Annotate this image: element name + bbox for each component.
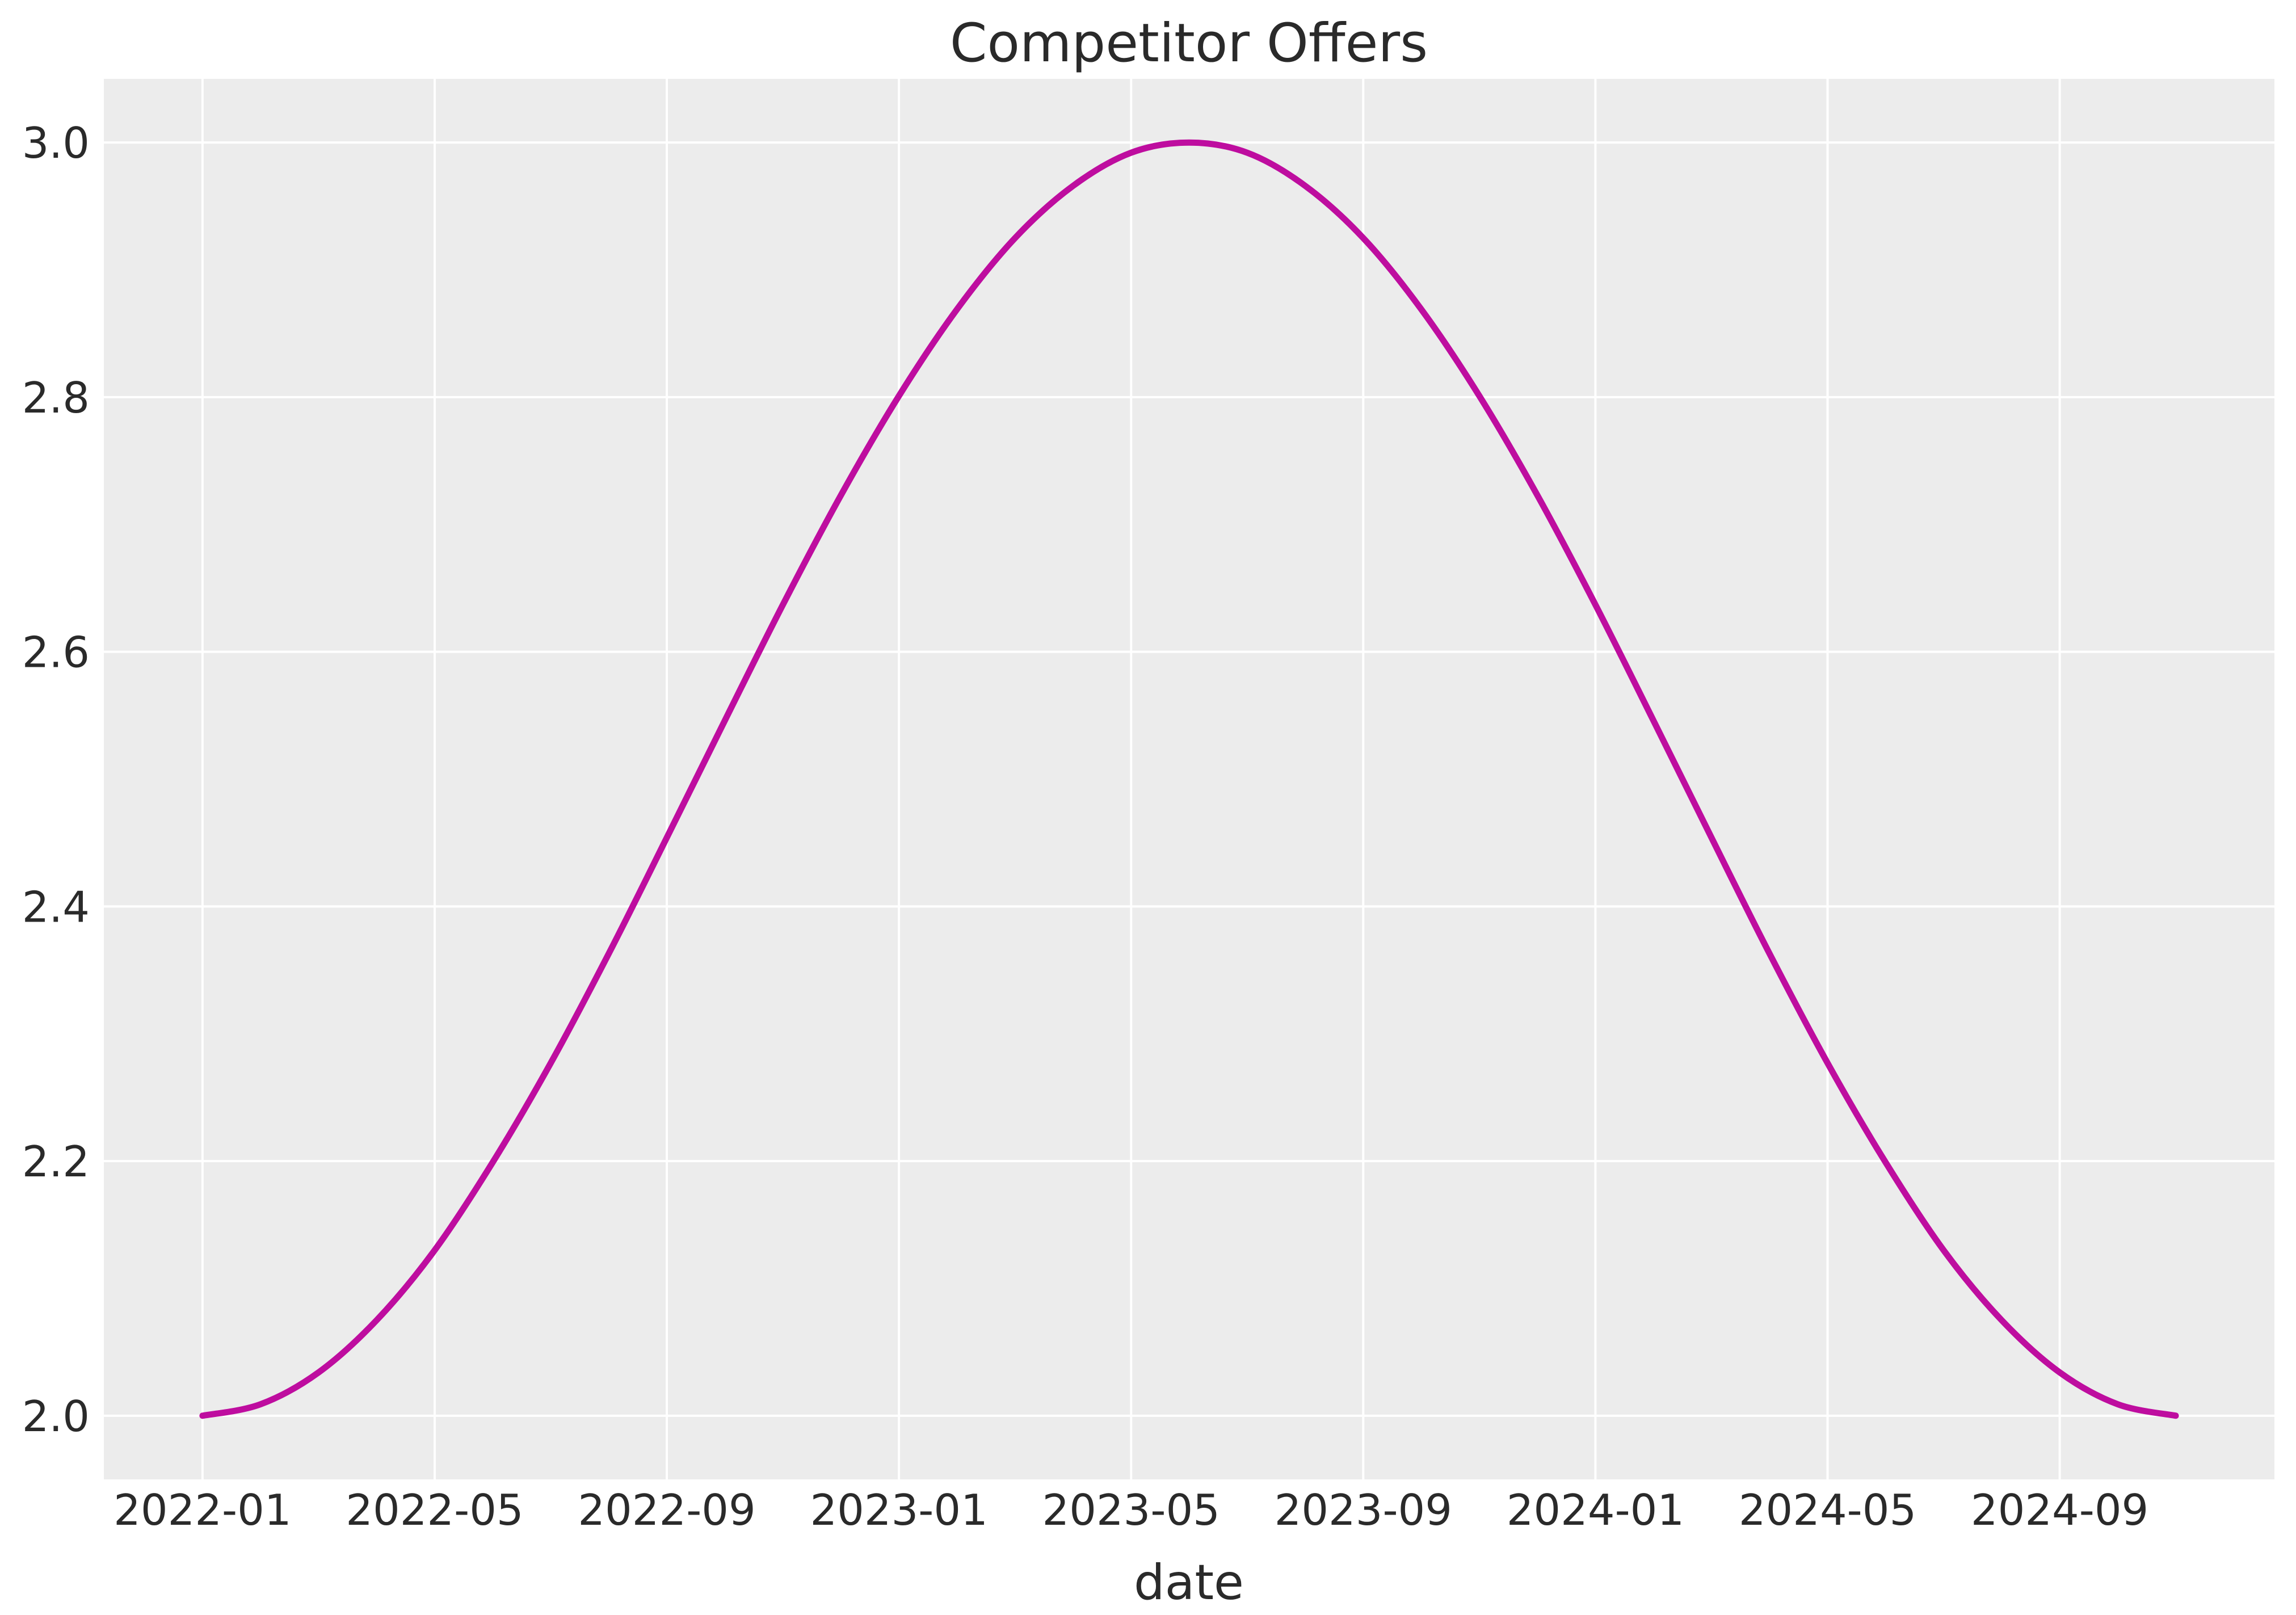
x-tick-label: 2024-09 (1971, 1485, 2148, 1535)
x-tick-label: 2024-01 (1507, 1485, 1684, 1535)
y-gridlines (104, 141, 2274, 1417)
y-tick-label: 2.4 (22, 882, 90, 932)
x-axis-label: date (1134, 1554, 1244, 1611)
series-line-competitor-offers (199, 139, 2179, 1419)
y-tick-label: 2.6 (22, 628, 90, 678)
y-tick-label: 2.2 (22, 1137, 90, 1187)
x-tick-labels: 2022-01 2022-05 2022-09 2023-01 2023-05 2023-… (113, 1485, 2148, 1535)
plot-area (104, 79, 2274, 1479)
x-tick-label: 2023-01 (810, 1485, 987, 1535)
x-tick-label: 2022-01 (113, 1485, 291, 1535)
y-tick-labels: 2.0 2.2 2.4 2.6 2.8 3.0 (22, 118, 90, 1441)
y-tick-label: 2.0 (22, 1391, 90, 1441)
x-tick-label: 2022-05 (346, 1485, 523, 1535)
x-tick-label: 2023-05 (1042, 1485, 1220, 1535)
y-tick-label: 2.8 (22, 373, 90, 423)
y-tick-label: 3.0 (22, 118, 90, 168)
x-tick-label: 2023-09 (1275, 1485, 1452, 1535)
x-gridlines (201, 79, 2061, 1479)
x-tick-label: 2024-05 (1739, 1485, 1916, 1535)
x-tick-label: 2022-09 (578, 1485, 755, 1535)
chart-title: Competitor Offers (950, 12, 1428, 74)
